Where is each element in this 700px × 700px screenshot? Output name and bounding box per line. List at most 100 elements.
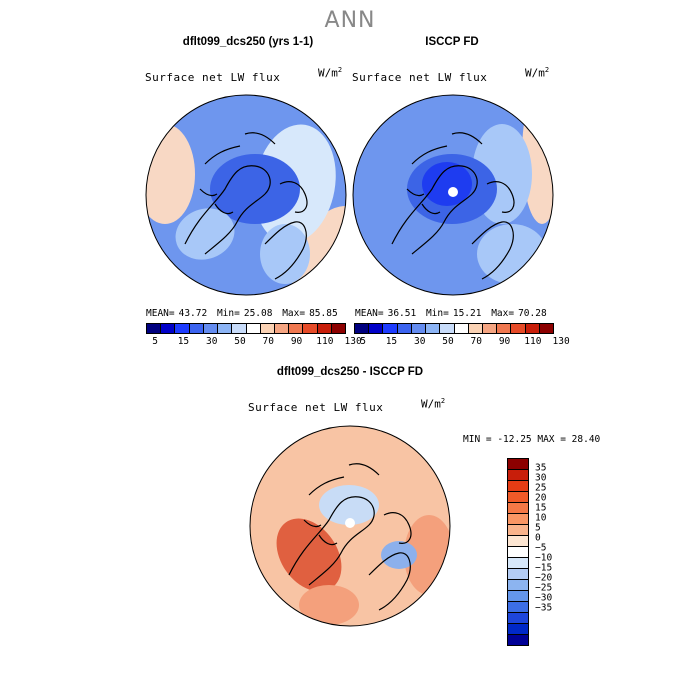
colorbar-swatch — [232, 324, 247, 333]
diff-polar-map — [249, 425, 451, 627]
colorbar-swatch — [454, 324, 469, 333]
colorbar-swatch — [508, 459, 528, 470]
colorbar-tick-label: 70 — [262, 336, 275, 347]
colorbar-tick-label: 50 — [442, 336, 454, 347]
colorbar-swatch — [508, 547, 528, 558]
pole-missing-data — [448, 187, 458, 197]
field-region — [422, 162, 472, 206]
coastline — [406, 188, 441, 215]
coastline — [204, 132, 276, 165]
colorbar-swatch — [508, 525, 528, 536]
field-region — [175, 208, 235, 260]
colorbar-tick-label: 15 — [385, 336, 398, 347]
diff-colorbar — [507, 458, 529, 646]
colorbar-swatch — [161, 324, 176, 333]
left-stats: MEAN= 43.72 Min= 25.08 Max= 85.85 — [146, 308, 338, 319]
colorbar-swatch — [189, 324, 204, 333]
colorbar-swatch — [468, 324, 483, 333]
colorbar-swatch — [397, 324, 412, 333]
coastline — [486, 181, 515, 213]
field-region — [210, 154, 300, 224]
colorbar-swatch — [440, 324, 455, 333]
colorbar-swatch — [317, 324, 332, 333]
left-polar-map — [145, 94, 347, 296]
colorbar-swatch — [355, 324, 370, 333]
colorbar-tick-label: 20 — [535, 492, 547, 504]
coastline — [184, 165, 271, 255]
colorbar-tick-label: 5 — [360, 336, 367, 347]
colorbar-tick-label: 130 — [344, 336, 362, 347]
colorbar-tick-label: −30 — [535, 592, 553, 604]
colorbar-swatch — [482, 324, 498, 333]
right-colorbar-ticks: 5 15 30 50 70 90 110 130 — [354, 336, 569, 348]
right-panel-title: ISCCP FD — [425, 36, 479, 48]
colorbar-swatch — [525, 324, 540, 333]
colorbar-swatch — [508, 503, 528, 514]
pole-missing-data — [345, 518, 355, 528]
right-min-value: 15.21 — [452, 308, 482, 319]
colorbar-swatch — [508, 591, 528, 602]
colorbar-swatch — [511, 324, 526, 333]
colorbar-swatch — [508, 492, 528, 503]
coastline — [471, 221, 514, 280]
colorbar-swatch — [508, 536, 528, 547]
colorbar-swatch — [508, 481, 528, 492]
coastline — [288, 496, 375, 586]
colorbar-tick-label: 90 — [498, 336, 511, 347]
colorbar-tick-label: 25 — [535, 482, 547, 494]
field-region — [381, 541, 417, 569]
right-mean-value: 36.51 — [387, 308, 417, 319]
right-polar-map — [352, 94, 554, 296]
colorbar-swatch — [411, 324, 427, 333]
colorbar-tick-label: −35 — [535, 602, 553, 614]
colorbar-tick-label: −20 — [535, 572, 553, 584]
diff-minmax: MIN = -12.25 MAX = 28.40 — [463, 434, 601, 445]
colorbar-tick-label: −15 — [535, 562, 553, 574]
coastline — [308, 463, 380, 496]
colorbar-swatch — [147, 324, 162, 333]
colorbar-swatch — [369, 324, 384, 333]
colorbar-swatch — [508, 613, 528, 624]
colorbar-tick-label: 30 — [535, 472, 547, 484]
coastline — [303, 519, 338, 546]
field-region — [477, 224, 547, 284]
colorbar-tick-label: −10 — [535, 552, 553, 564]
colorbar-tick-label: 15 — [535, 502, 547, 514]
colorbar-tick-label: 5 — [152, 336, 159, 347]
colorbar-tick-label: 130 — [552, 336, 570, 347]
colorbar-swatch — [539, 324, 554, 333]
colorbar-swatch — [218, 324, 233, 333]
left-panel-title: dflt099_dcs250 (yrs 1-1) — [182, 36, 314, 48]
coastline — [199, 188, 234, 215]
colorbar-tick-label: 90 — [290, 336, 303, 347]
colorbar-tick-label: 5 — [535, 522, 541, 534]
right-units-label: W/m2 — [525, 66, 550, 80]
coastline — [368, 552, 411, 611]
colorbar-swatch — [508, 470, 528, 481]
colorbar-tick-label: 15 — [177, 336, 190, 347]
diff-units-label: W/m2 — [421, 397, 446, 411]
colorbar-swatch — [331, 324, 346, 333]
field-region — [260, 224, 310, 284]
left-max-value: 85.85 — [309, 308, 338, 319]
right-variable-label: Surface net LW flux — [352, 71, 488, 84]
colorbar-tick-label: −25 — [535, 582, 553, 594]
diff-colorbar-ticks: 35 30 25 20 15 10 5 0 −5 −10 −15 −20 −25 −30 −35 — [535, 458, 575, 628]
right-max-value: 70.28 — [518, 308, 547, 319]
coastline — [391, 165, 478, 255]
left-mean-value: 43.72 — [178, 308, 208, 319]
coastline — [411, 132, 483, 165]
colorbar-tick-label: 110 — [316, 336, 334, 347]
colorbar-tick-label: −5 — [535, 542, 547, 554]
left-colorbar — [146, 323, 346, 334]
colorbar-tick-label: 0 — [535, 532, 541, 544]
field-region — [276, 518, 342, 592]
coastline — [383, 512, 412, 544]
colorbar-swatch — [303, 324, 318, 333]
colorbar-swatch — [508, 602, 528, 613]
colorbar-swatch — [508, 569, 528, 580]
field-region — [319, 485, 379, 525]
colorbar-swatch — [175, 324, 190, 333]
coastline — [279, 181, 308, 213]
left-colorbar-ticks: 5 15 30 50 70 90 110 130 — [146, 336, 361, 348]
